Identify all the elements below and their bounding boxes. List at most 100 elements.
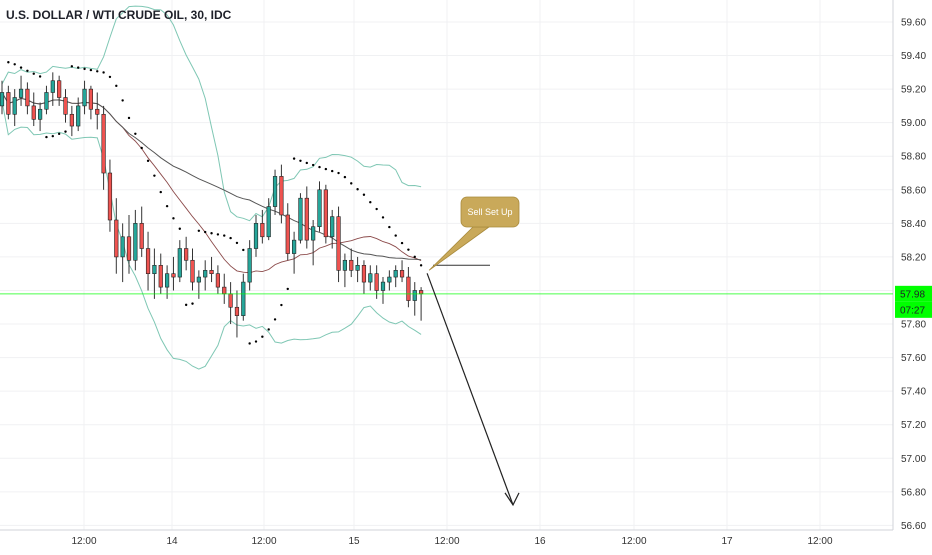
candle-body [291,239,297,254]
candle-body [247,248,252,283]
candle [107,159,113,232]
y-tick-label: 58.60 [901,185,926,196]
candle-body [190,259,195,283]
candle [374,265,379,299]
price-badges: 57.98 07:27 [895,285,932,318]
candle-body [241,281,246,316]
sar-dot [51,134,54,138]
candle-body [44,92,49,110]
x-tick-label: 17 [721,536,733,547]
candle [82,80,87,115]
sar-dot [242,248,245,252]
sar-dot [400,241,404,245]
candle [241,273,246,321]
candle [323,184,328,244]
x-tick-label: 12:00 [434,536,459,547]
y-ticks: 59.60 59.40 59.20 59.00 58.80 58.60 58.40 58.20… [901,18,926,532]
y-tick-label: 56.60 [901,521,926,532]
candle-body [215,273,221,288]
moving-averages [1,92,422,274]
annotations: Sell Set Up [0,196,893,507]
x-tick-label: 12:00 [71,536,96,547]
callout-box [460,196,520,228]
y-tick-label: 58.80 [901,152,926,163]
candle-body [272,176,278,207]
candle-body [387,276,392,283]
sar-dot [26,69,29,72]
sar-dot [19,66,23,69]
candle [114,198,119,274]
candle-body [95,108,100,115]
sar-dot [64,130,67,133]
x-tick-label: 14 [166,536,178,547]
candle-body [209,270,214,274]
candle [412,282,417,316]
last-price-badge [895,285,932,302]
candle [133,209,138,271]
candle [76,97,81,132]
candle [285,203,290,261]
candle [177,240,182,283]
candle-body [63,97,68,115]
candle [165,265,170,299]
candle-body [374,273,379,291]
sar-dot [273,318,277,321]
candle-body [184,248,189,261]
y-tick-label: 59.60 [901,18,926,29]
x-tick-label: 16 [534,536,546,547]
sar-dot [229,236,232,240]
candle [355,256,360,283]
candle-body [165,273,170,288]
sar-dot [216,233,220,236]
candle-body [304,197,309,241]
sar-dot [172,217,175,220]
x-tick-label: 12:00 [621,536,646,547]
sar-dot [38,75,42,78]
y-tick-label: 57.20 [901,420,926,431]
sar-dot [134,132,137,135]
candle-body [107,172,113,221]
candle-body [380,281,386,291]
sar-dot [337,171,340,175]
candle-body [88,88,93,110]
candle [139,206,144,257]
candle [190,248,195,291]
candle [44,85,49,115]
candle [260,209,265,244]
candle [406,266,411,308]
sar-dot [191,302,194,305]
sar-dot [197,229,201,232]
sar-dot [204,230,207,234]
candle [234,290,240,338]
x-tick-label: 15 [348,536,360,547]
candle [304,186,309,249]
sar-dot [394,234,397,237]
sar-dot [280,303,283,307]
bollinger-lower [1,100,422,370]
candle [95,92,100,130]
candle [215,265,221,294]
candle [418,287,424,321]
x-tick-label: 12:00 [251,536,276,547]
sar-dot [146,159,150,163]
candle [50,72,55,106]
candle [247,240,252,291]
candle [101,105,106,190]
candle [6,85,11,120]
candle [184,236,189,271]
candle-body [18,88,24,98]
sar-dot [381,216,385,219]
candle-body [393,270,398,278]
grid-layer [0,0,893,530]
sar-dot [413,255,416,259]
sar-dot [89,68,93,72]
sar-dot [115,84,118,88]
candle [25,82,30,115]
candle-body [196,276,201,283]
candle-body [406,276,411,301]
sar-dot [261,335,264,338]
sar-dot [369,201,372,204]
candle [228,282,233,325]
candle-body [152,265,157,274]
